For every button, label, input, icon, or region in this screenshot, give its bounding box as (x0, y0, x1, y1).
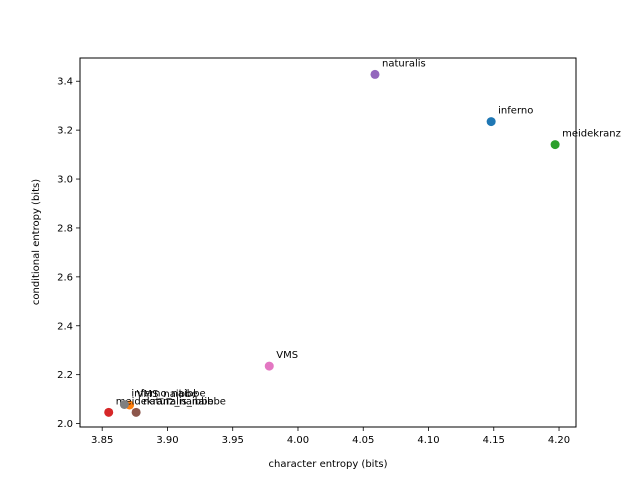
y-tick-label: 2.6 (57, 272, 73, 283)
y-tick-label: 3.4 (57, 77, 73, 88)
x-axis-ticks: 3.85 3.90 3.95 4.00 4.05 4.10 4.15 4.20 (91, 427, 570, 446)
point-label-meidekranz-naibbe: meidekranz_naibbe (116, 396, 214, 407)
data-point-meidekranz-naibbe (104, 407, 114, 417)
y-tick-label: 2.4 (57, 321, 73, 332)
point-label-inferno-naibbe: inferno_naibbe (131, 389, 205, 400)
y-tick-label: 2.8 (57, 223, 73, 234)
x-tick-label: 3.90 (156, 435, 178, 446)
x-tick-label: 4.05 (352, 435, 374, 446)
x-tick-label: 4.20 (548, 435, 570, 446)
data-point-naturalis (370, 69, 380, 79)
data-point-inferno (486, 117, 496, 127)
data-point-inferno-naibbe (119, 400, 129, 410)
point-label-inferno: inferno (498, 106, 533, 117)
y-tick-label: 3.0 (57, 175, 73, 186)
x-tick-label: 3.85 (91, 435, 113, 446)
y-axis-label: conditional entropy (bits) (31, 179, 42, 305)
data-point-meidekranz (550, 140, 560, 150)
point-label-VMS-naibbe: VMS_naibbe (137, 389, 198, 400)
x-tick-label: 4.00 (287, 435, 309, 446)
y-tick-label: 3.2 (57, 126, 73, 137)
y-axis-ticks: 2.0 2.2 2.4 2.6 2.8 3.0 3.2 3.4 (57, 77, 80, 430)
x-tick-label: 3.95 (222, 435, 244, 446)
point-label-meidekranz: meidekranz (562, 129, 621, 140)
point-label-naturalis: naturalis (382, 58, 426, 69)
y-tick-label: 2.2 (57, 370, 73, 381)
x-axis-label: character entropy (bits) (269, 459, 388, 470)
data-point-naturalis-naibbe (131, 407, 141, 417)
plot-frame (79, 57, 577, 428)
data-point-VMS (264, 361, 274, 371)
y-tick-label: 2.0 (57, 419, 73, 430)
x-tick-label: 4.10 (417, 435, 439, 446)
point-label-naturalis-naibbe: naturalis_naibbe (143, 396, 226, 407)
chart-marks: inferno VMS_naibbe meidekranz meidekranz_na… (104, 58, 621, 417)
x-tick-label: 4.15 (483, 435, 505, 446)
point-label-VMS: VMS (276, 350, 298, 361)
